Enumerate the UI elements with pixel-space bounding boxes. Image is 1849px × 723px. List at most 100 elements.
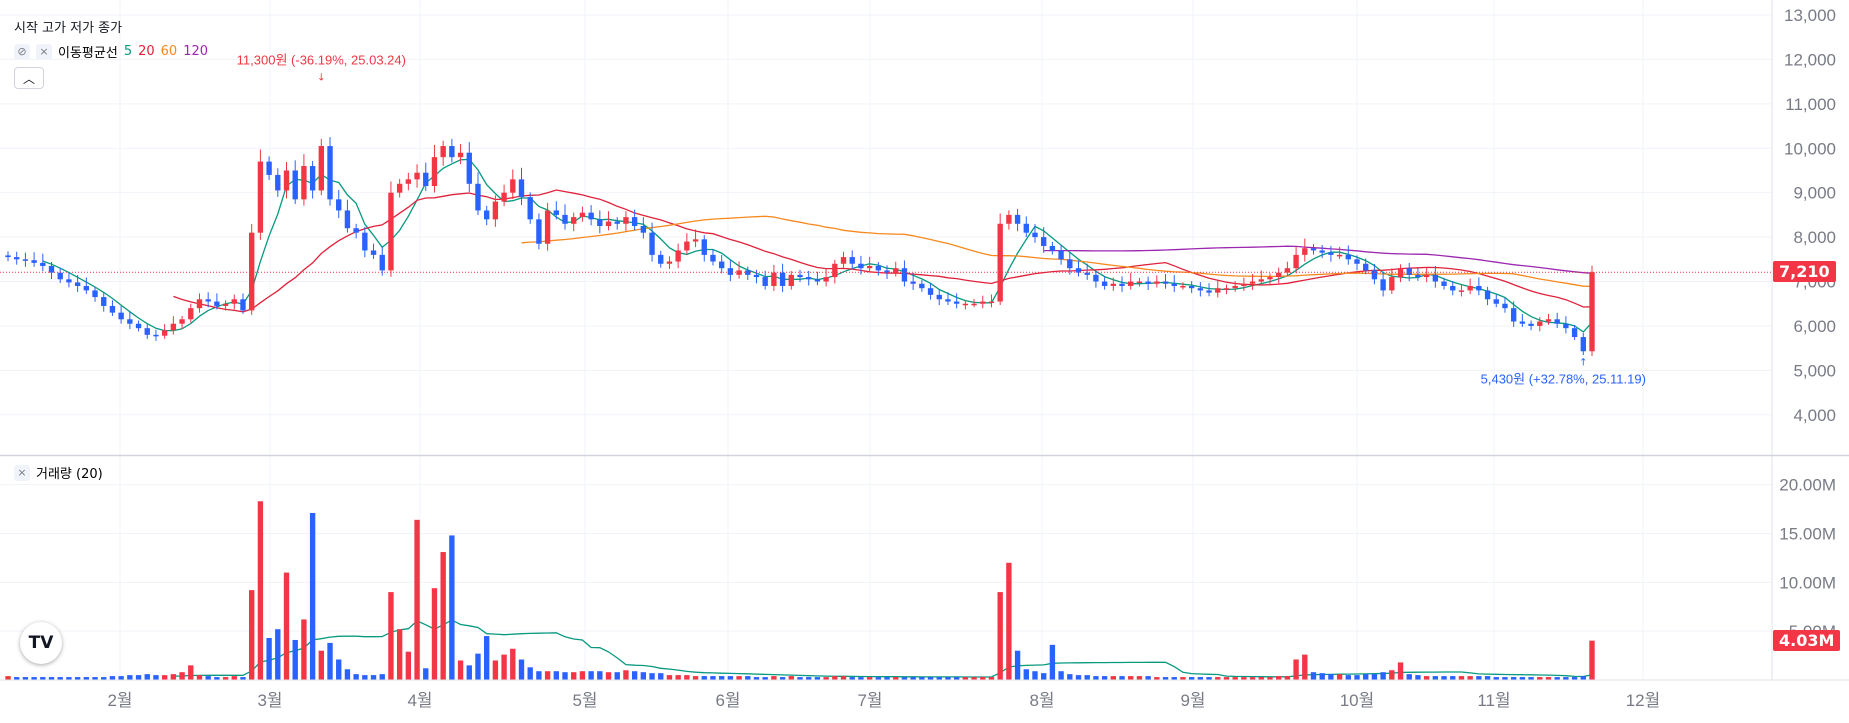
candle-body: [1162, 281, 1169, 284]
volume-bar: [1554, 677, 1560, 680]
volume-bar: [1267, 677, 1273, 680]
volume-bar: [1406, 674, 1412, 680]
volume-bar: [806, 677, 812, 680]
volume-bar: [936, 677, 942, 680]
volume-bar: [1101, 676, 1108, 680]
volume-bar: [736, 676, 742, 680]
volume-bar: [718, 676, 725, 680]
candle-body: [1023, 223, 1029, 233]
volume-bar: [1302, 654, 1308, 680]
time-tick-label: 2월: [107, 691, 132, 710]
tradingview-logo-icon[interactable]: TV: [20, 622, 62, 664]
time-tick-label: 10월: [1340, 691, 1375, 710]
volume-bar: [249, 590, 255, 680]
candle-body: [153, 334, 159, 337]
volume-bar: [1441, 676, 1447, 680]
candle-body: [66, 279, 72, 283]
candle-body: [1415, 274, 1421, 278]
candle-body: [893, 268, 899, 273]
volume-bar: [214, 677, 220, 680]
candle-body: [510, 179, 516, 193]
volume-bar: [1528, 677, 1534, 680]
volume-bar: [31, 677, 37, 680]
candle-body: [1215, 288, 1221, 293]
volume-bar: [301, 619, 307, 680]
volume-bar: [579, 671, 586, 680]
candle-body: [640, 226, 647, 233]
candle-body: [553, 210, 559, 215]
candle-body: [1510, 308, 1517, 322]
volume-bar: [779, 677, 786, 680]
volume-tick-label: 10.00M: [1779, 573, 1836, 592]
price-tick-label: 13,000: [1784, 6, 1836, 25]
ma-legend-period-5: 5: [123, 44, 133, 59]
chart-grid: [0, 0, 1772, 680]
volume-bar: [1110, 676, 1117, 680]
ma-line-20: [173, 189, 1593, 313]
candle-body: [118, 312, 124, 320]
volume-legend: × 거래량 (20): [14, 463, 103, 482]
candle-body: [806, 277, 812, 280]
volume-bar: [483, 636, 490, 680]
candle-body: [353, 228, 359, 233]
candle-body: [40, 262, 46, 266]
candle-body: [614, 221, 620, 224]
volume-bar: [1563, 677, 1569, 680]
eye-off-icon[interactable]: ⊘: [14, 43, 30, 60]
volume-bar: [893, 677, 899, 680]
volume-bar: [1284, 676, 1291, 680]
volume-bar: [1241, 677, 1247, 680]
volume-bar: [701, 676, 707, 680]
close-icon[interactable]: ×: [14, 464, 30, 481]
volume-bar: [196, 675, 203, 680]
price-tick-label: 9,000: [1793, 184, 1836, 203]
volume-bar: [1206, 677, 1212, 680]
candle-body: [336, 199, 342, 211]
volume-bar: [631, 671, 638, 680]
volume-bar: [1128, 676, 1134, 680]
volume-bar: [275, 629, 281, 680]
volume-bar: [988, 677, 995, 680]
volume-bar: [527, 667, 533, 680]
volume-bar: [919, 677, 925, 680]
volume-bar: [571, 672, 577, 680]
candle-body: [1232, 285, 1238, 289]
ma-line-120: [1043, 245, 1593, 274]
close-icon[interactable]: ×: [36, 43, 52, 60]
candle-body: [884, 270, 890, 273]
volume-bar: [518, 659, 525, 680]
candle-body: [292, 170, 298, 200]
ma-legend-period-20: 20: [138, 44, 155, 59]
candle-body: [1493, 299, 1499, 304]
candle-body: [1345, 254, 1351, 260]
volume-bar: [945, 677, 951, 680]
candle-body: [605, 221, 612, 226]
volume-bar: [1197, 677, 1204, 680]
candle-body: [666, 261, 673, 264]
candle-body: [344, 210, 351, 229]
candle-body: [170, 323, 177, 331]
volume-bar: [1415, 675, 1421, 680]
candle-body: [214, 301, 220, 306]
candle-body: [449, 146, 455, 158]
volume-bar: [1293, 659, 1299, 680]
candle-body: [753, 274, 760, 278]
ma-legend-period-60: 60: [160, 44, 178, 59]
candle-body: [675, 250, 681, 262]
candle-body: [83, 285, 90, 291]
volume-bar: [1319, 673, 1325, 680]
candle-body: [1397, 268, 1404, 278]
low-marker-arrow: ↑: [1579, 357, 1587, 368]
candle-body: [48, 265, 55, 273]
candle-body: [658, 254, 664, 264]
price-tick-label: 11,000: [1785, 95, 1836, 114]
volume-bar: [109, 676, 116, 680]
volume-bar: [562, 672, 568, 680]
time-tick-label: 4월: [407, 691, 432, 710]
candle-body: [57, 272, 63, 280]
volume-bar: [971, 677, 977, 680]
collapse-legend-button[interactable]: ︿: [14, 67, 44, 89]
volume-bar: [379, 674, 385, 680]
volume-bar: [553, 671, 559, 680]
candle-body: [405, 179, 412, 184]
